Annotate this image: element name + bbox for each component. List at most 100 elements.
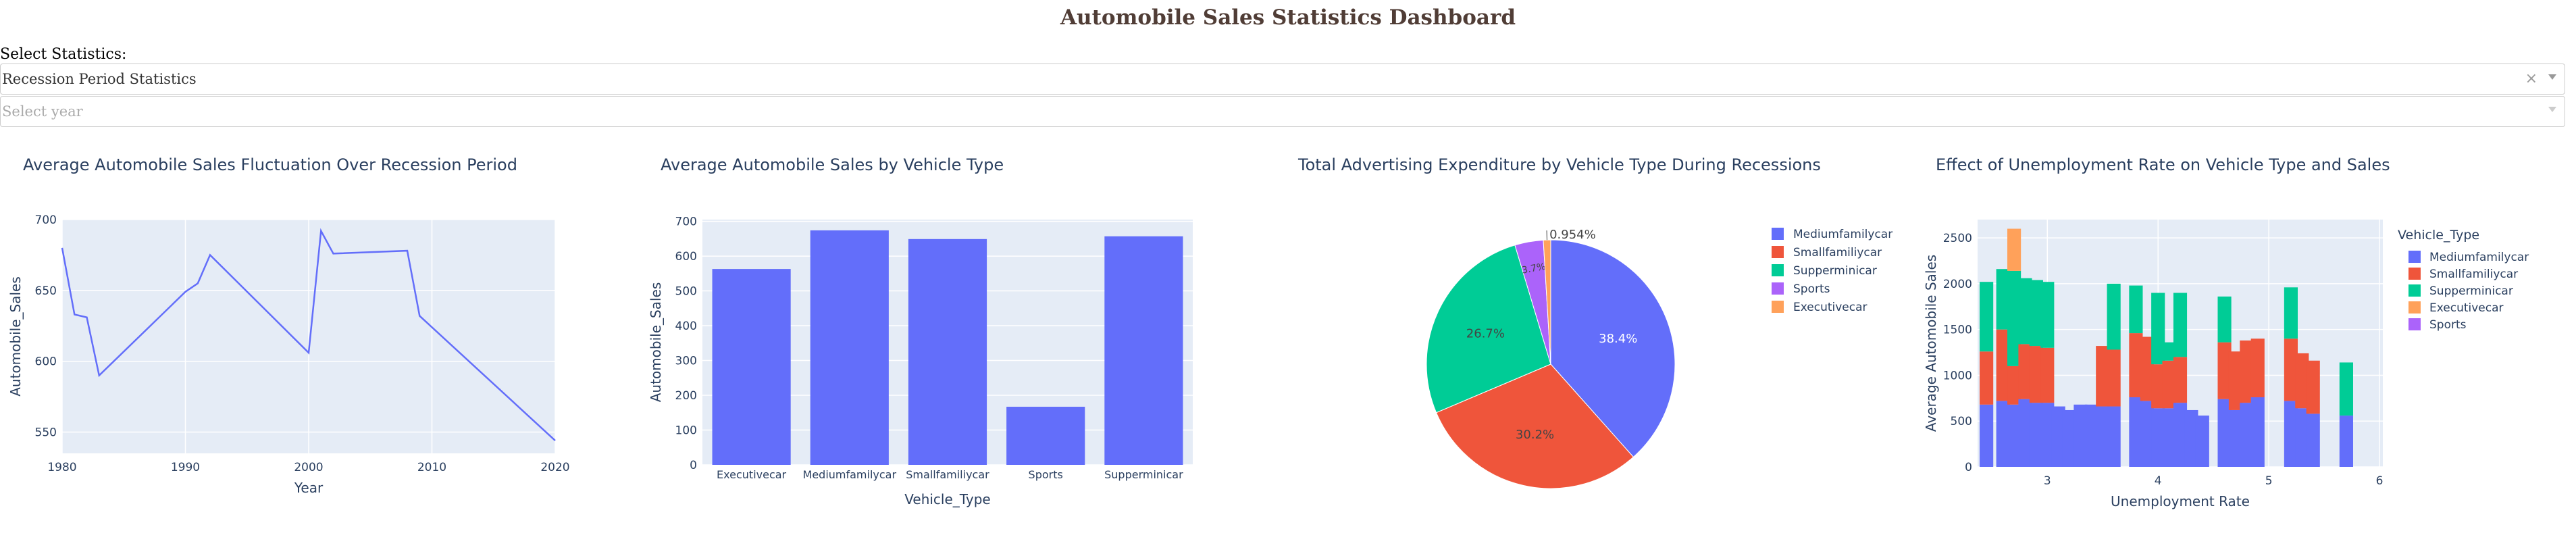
legend-label: Smallfamiliycar [1793,246,1882,259]
legend-label: Smallfamiliycar [2429,268,2518,281]
stacked-bar-segment [2007,228,2021,271]
legend-label: Supperminicar [2429,284,2513,298]
stacked-bar-segment [2107,283,2121,350]
legend-title: Vehicle_Type [2398,228,2479,243]
stacked-bar-segment [2295,408,2309,467]
y-axis-title: Automobile_Sales [7,276,24,397]
bar [908,239,987,465]
bar [1104,236,1183,465]
stacked-bar-segment [2284,401,2298,467]
sales-line [61,228,556,442]
stacked-bar-segment [2029,280,2043,347]
stacked-bar-segment [2162,408,2176,467]
y-tick-label: 550 [35,426,57,440]
bar [712,269,791,465]
legend-label: Mediumfamilycar [2429,251,2529,264]
stacked-bar-segment [2195,416,2209,467]
stacked-bar-segment [2228,409,2243,467]
stacked-bar-segment [2162,360,2176,409]
pie-slice-label: 0.954% [1549,228,1596,242]
y-tick-label: 1000 [1943,369,1972,382]
y-tick-label: 500 [675,285,697,299]
x-axis-title: Unemployment Rate [2111,493,2250,509]
stacked-bar-segment [2129,397,2143,467]
legend-swatch [2408,268,2421,280]
y-tick-label: 2000 [1943,278,1972,291]
x-tick-label: 4 [2155,474,2162,488]
y-tick-label: 600 [35,355,57,369]
y-tick-label: 300 [675,355,697,368]
statistics-dropdown[interactable]: Recession Period Statistics × [0,64,2565,95]
stacked-bar-segment [2306,360,2320,414]
stacked-bar-segment [2173,357,2188,403]
stacked-bar-segment [2084,404,2098,467]
y-tick-label: 700 [675,216,697,229]
stacked-bar-segment [2250,397,2265,467]
stacked-bar-segment [2240,340,2254,403]
statistics-dropdown-value: Recession Period Statistics [2,71,197,87]
chevron-down-icon[interactable] [2548,74,2556,80]
stacked-bar-segment [2151,293,2165,365]
y-axis-title: Average Automobile Sales [1923,255,1939,432]
year-dropdown[interactable]: Select year [0,96,2565,127]
stacked-bar-segment [2228,351,2243,410]
legend-swatch [1772,228,1784,240]
x-tick-label: 3 [2044,474,2051,488]
legend-label: Executivecar [1793,301,1867,314]
stacked-bar-segment [2040,347,2055,403]
stacked-bar-segment [2151,364,2165,409]
x-tick-label: Supperminicar [1104,468,1183,481]
pie-slice [1550,239,1676,458]
y-tick-label: 1500 [1943,324,1972,337]
stacked-bar-segment [1980,351,1994,405]
x-tick-label: 5 [2265,474,2273,488]
stacked-bar-segment [2107,349,2121,407]
dashboard-title: Automobile Sales Statistics Dashboard [1060,5,1516,30]
stacked-bar-chart-unemployment-effect: Effect of Unemployment Rate on Vehicle T… [1923,155,2529,509]
chart-title: Average Automobile Sales Fluctuation Ove… [23,155,517,174]
legend-swatch [2408,251,2421,263]
stacked-bar-segment [2217,296,2232,343]
x-tick-label: 2000 [294,461,323,474]
pie-slice-label: 26.7% [1466,327,1505,341]
legend-swatch [1772,264,1784,276]
y-tick-label: 0 [1965,461,1972,474]
clear-icon[interactable]: × [2525,70,2538,87]
y-tick-label: 100 [675,424,697,438]
stacked-bar-segment [2107,406,2121,467]
y-tick-label: 2500 [1943,232,1972,245]
stacked-bar-segment [1996,269,2010,330]
stacked-bar-segment [2051,406,2065,467]
stacked-bar-segment [2018,278,2032,345]
legend-label: Sports [2429,318,2467,332]
pie-slice-label: 30.2% [1516,428,1554,442]
stacked-bar-segment [2029,403,2043,467]
stacked-bar-segment [2040,403,2055,467]
x-tick-label: Sports [1029,468,1063,481]
x-axis-title: Year [294,480,324,496]
stacked-bar-segment [2184,409,2198,467]
bar [810,230,889,465]
stacked-bar-segment [1980,282,1994,352]
stacked-bar-segment [2029,346,2043,403]
chart-title: Average Automobile Sales by Vehicle Type [661,155,1004,174]
y-tick-label: 200 [675,389,697,403]
stacked-bar-segment [2007,366,2021,405]
year-dropdown-placeholder: Select year [2,103,83,120]
stacked-bar-segment [2018,344,2032,399]
stacked-bar-segment [2217,342,2232,399]
bar-chart-sales-by-vehicle-type: Average Automobile Sales by Vehicle Type… [648,155,1193,507]
x-axis-title: Vehicle_Type [904,491,990,507]
stacked-bar-segment [2284,287,2298,339]
line-chart-sales-over-recession: Average Automobile Sales Fluctuation Ove… [7,155,570,496]
y-tick-label: 600 [675,250,697,264]
stacked-bar-segment [2162,342,2176,361]
legend-label: Supperminicar [1793,264,1877,278]
pie-slice-label: 3.7% [1521,261,1547,276]
y-tick-label: 650 [35,284,57,298]
stacked-bar-segment [2040,282,2055,348]
pie-slice-label: 38.4% [1599,332,1637,346]
stacked-bar-segment [2250,338,2265,397]
chevron-down-icon[interactable] [2548,107,2556,112]
stacked-bar-segment [2073,404,2088,467]
